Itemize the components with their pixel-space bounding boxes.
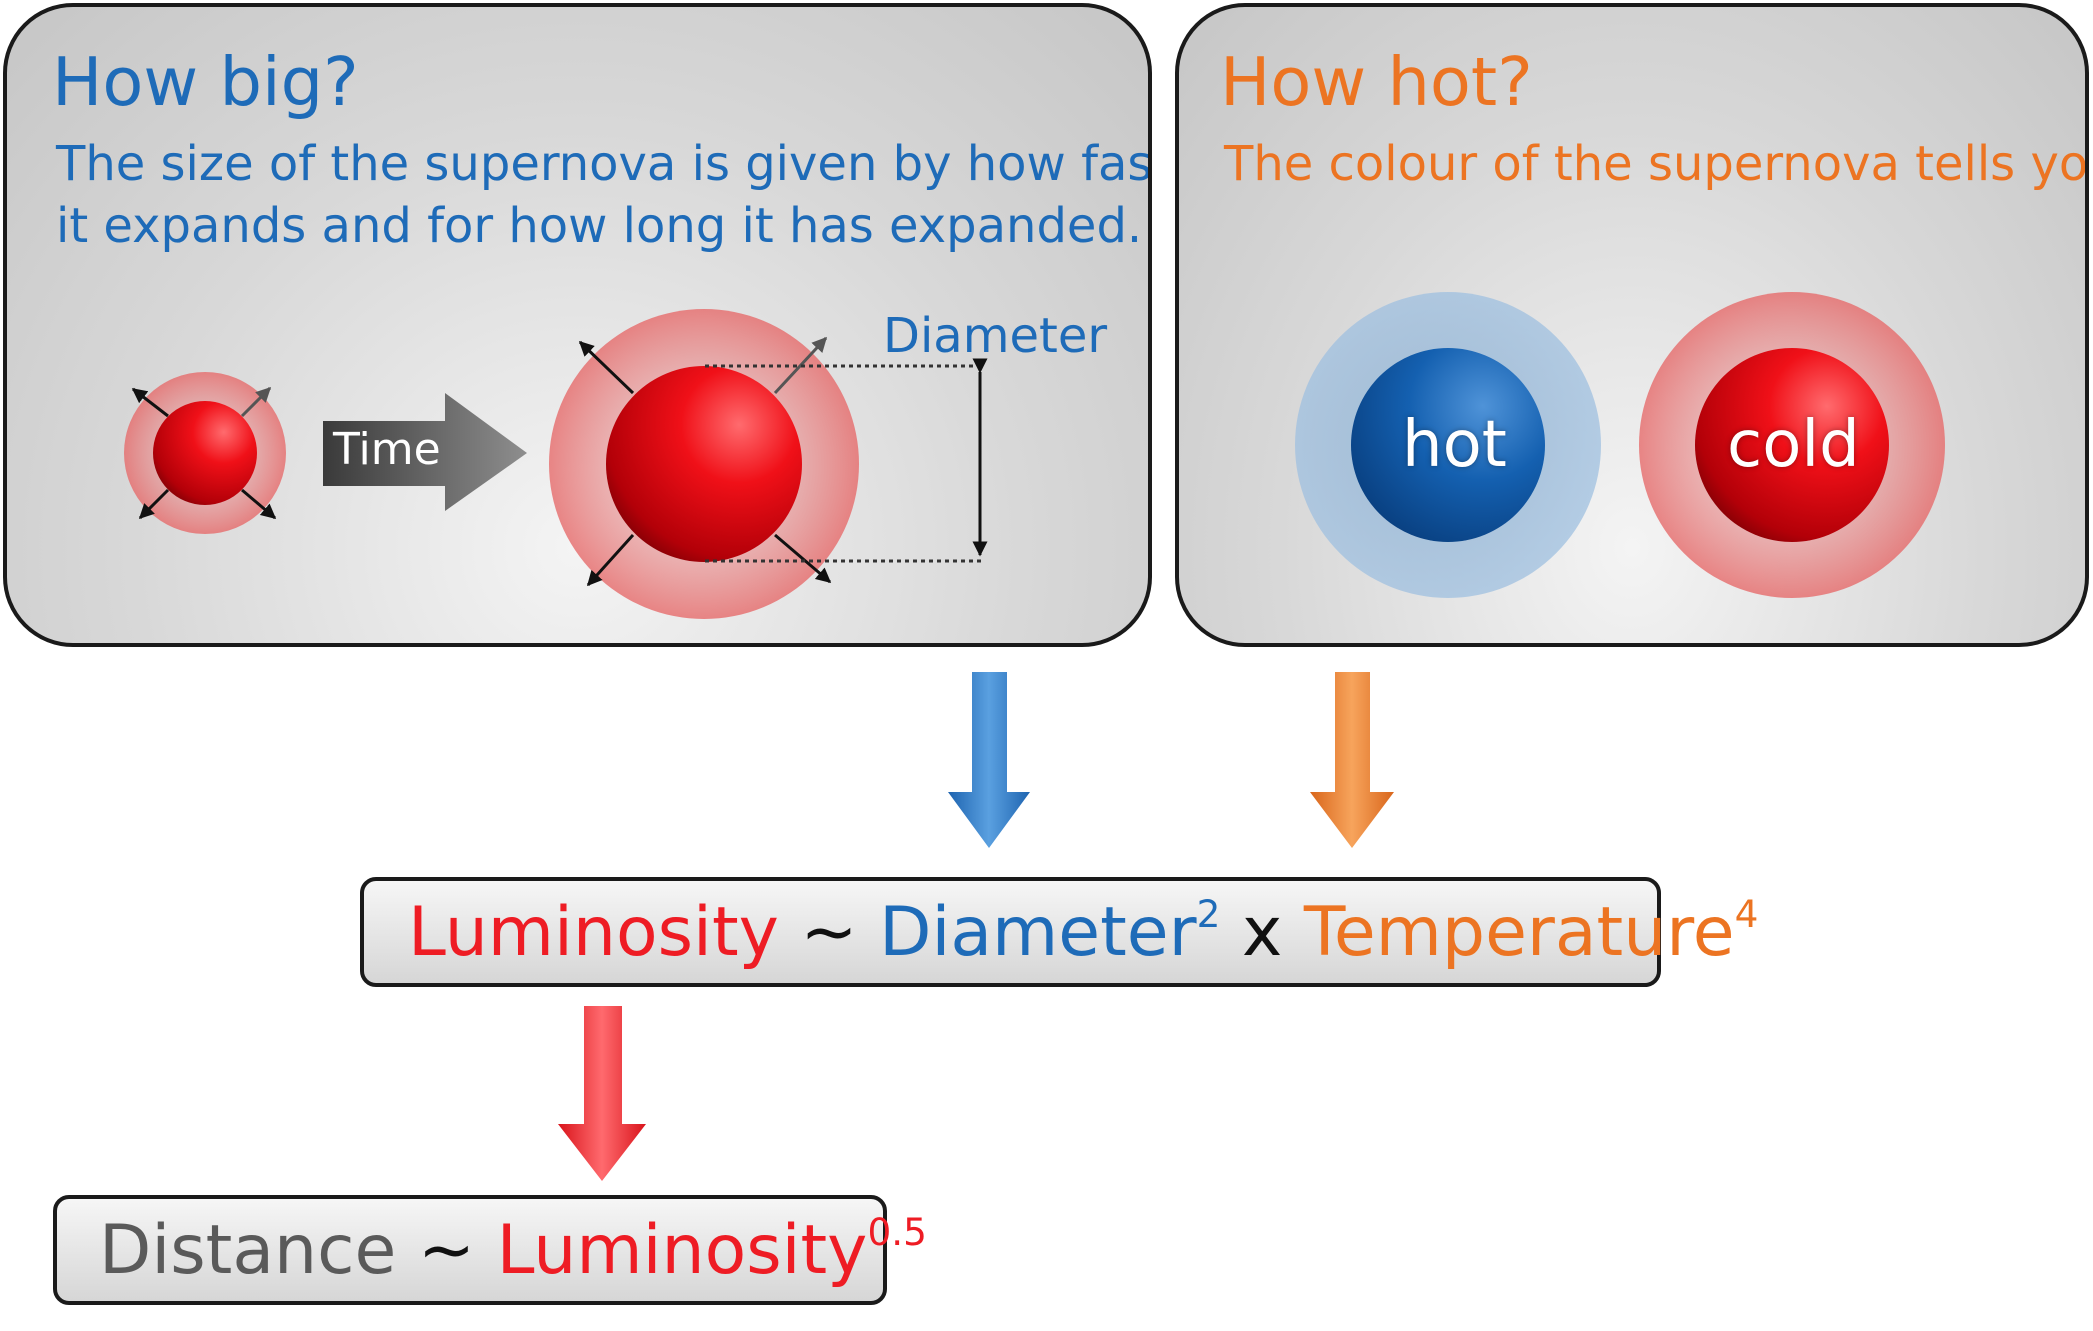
time-arrow [323, 393, 527, 511]
luminosity-word: Luminosity [496, 1211, 868, 1290]
distance-term: Distance [99, 1211, 397, 1290]
temperature-panel-title: How hot? [1220, 43, 1533, 121]
hot-label: hot [1402, 408, 1507, 482]
size-panel-title: How big? [52, 43, 359, 121]
time-label: Time [333, 424, 441, 475]
temperature-term: Temperature4 [1304, 893, 1759, 972]
temperature-word: Temperature [1303, 893, 1735, 972]
orange-down-arrow [1310, 672, 1394, 848]
small-supernova [124, 372, 286, 534]
size-panel-text-line1: The size of the supernova is given by ho… [56, 136, 1152, 192]
cold-label: cold [1727, 408, 1860, 482]
temperature-exponent: 4 [1734, 891, 1759, 936]
tilde-symbol: ~ [800, 893, 858, 972]
red-down-arrow [558, 1006, 646, 1181]
times-symbol: x [1241, 893, 1283, 972]
distance-formula: Distance ~ Luminosity0.5 [53, 1195, 927, 1305]
diameter-term: Diameter2 [879, 893, 1220, 972]
large-supernova [549, 309, 859, 619]
luminosity-exponent: 0.5 [867, 1209, 927, 1254]
blue-down-arrow [948, 672, 1030, 848]
tilde-symbol: ~ [417, 1211, 475, 1290]
luminosity-power-term: Luminosity0.5 [497, 1211, 927, 1290]
cold-supernova [1639, 292, 1945, 598]
diameter-exponent: 2 [1196, 891, 1221, 936]
temperature-panel: How hot? The colour of the supernova tel… [1175, 3, 2089, 647]
luminosity-formula: Luminosity ~ Diameter2 x Temperature4 [360, 877, 1758, 987]
diameter-word: Diameter [879, 893, 1197, 972]
luminosity-term: Luminosity [408, 893, 779, 972]
size-panel-text-line2: it expands and for how long it has expan… [56, 198, 1143, 254]
diameter-label: Diameter [883, 308, 1108, 364]
temperature-panel-text: The colour of the supernova tells you! [1224, 136, 2089, 192]
diameter-measure [705, 358, 988, 563]
hot-supernova [1295, 292, 1601, 598]
